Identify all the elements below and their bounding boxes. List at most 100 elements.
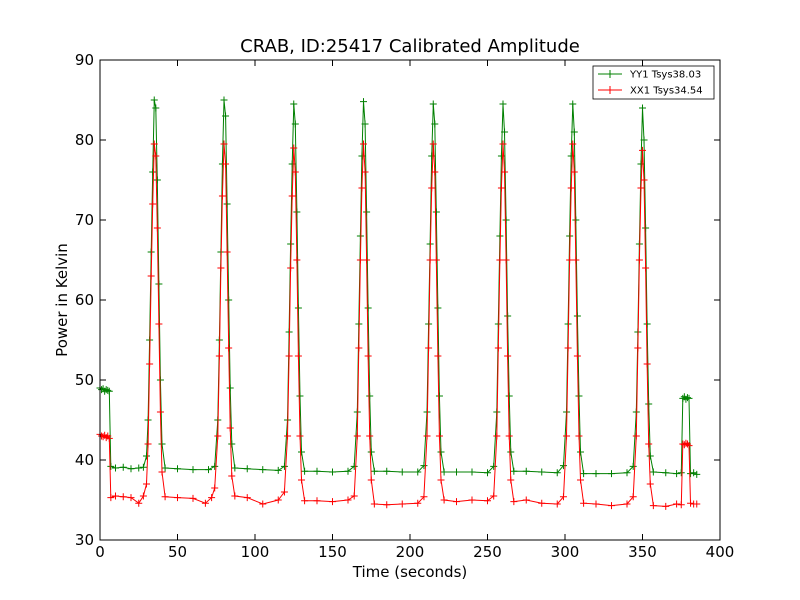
data-point-marker [119,493,127,501]
data-point-marker [502,256,510,264]
data-point-marker [290,144,298,152]
data-point-marker [135,499,143,507]
data-point-marker [99,433,107,441]
data-point-marker [143,452,150,460]
legend-box [592,65,715,100]
data-point-marker [662,502,670,510]
data-point-marker [370,467,378,475]
data-point-marker [150,140,158,148]
data-point-marker [420,493,428,501]
data-point-marker [174,494,181,502]
series-1 [96,96,701,478]
data-point-marker [363,208,371,216]
data-point-marker [572,216,580,224]
data-point-marker [592,470,600,478]
data-point-marker [228,440,236,448]
data-point-marker [432,256,440,264]
data-point-marker [538,468,546,476]
data-point-marker [174,465,181,473]
data-point-marker [693,500,701,508]
data-point-marker [344,496,352,504]
data-point-marker [563,432,571,440]
plot-frame [99,59,721,541]
data-point-marker [484,469,491,477]
legend-entry-xx1: XX1 Tsys34.54 [598,86,703,97]
data-point-marker [682,395,690,403]
data-point-marker [291,168,299,176]
legend: YY1 Tsys38.03 XX1 Tsys34.54 [592,65,715,100]
data-point-marker [673,470,681,478]
data-point-marker [564,344,572,352]
data-point-marker [435,432,443,440]
data-point-marker [112,492,119,500]
data-point-marker [642,224,650,232]
data-point-marker [580,470,588,478]
legend-label-xx1: XX1 Tsys34.54 [630,86,703,97]
data-point-marker [360,98,367,106]
data-point-marker [156,408,164,416]
data-point-marker [440,496,448,504]
data-point-marker [358,184,366,192]
data-point-marker [226,384,234,392]
data-point-marker [570,168,578,176]
data-point-marker [329,498,336,506]
data-point-marker [293,208,301,216]
x-tick-label: 200 [396,543,425,561]
x-tick-label: 50 [168,543,187,561]
data-point-marker [553,500,561,508]
data-point-marker [414,468,422,476]
data-point-marker [484,497,491,505]
data-point-marker [301,467,309,475]
legend-marker-yy1 [606,70,614,78]
data-point-marker [350,462,358,470]
data-point-marker [280,462,288,470]
data-point-marker [432,208,440,216]
data-point-marker [223,200,231,208]
data-point-marker [434,304,442,312]
data-point-marker [139,463,147,471]
data-point-marker [293,256,301,264]
data-point-marker [608,470,615,478]
data-point-marker [217,264,225,272]
data-point-marker [355,344,363,352]
data-point-marker [687,470,695,478]
data-point-marker [215,352,223,360]
data-point-marker [361,120,369,128]
data-point-marker [298,476,305,484]
data-point-marker [158,468,166,476]
data-point-marker [496,256,504,264]
data-point-marker [104,386,112,394]
data-point-marker [468,468,476,476]
data-point-marker [102,386,110,394]
data-point-marker [156,376,164,384]
data-point-marker [288,192,296,200]
y-tick-label: 40 [75,451,94,469]
x-tick-label: 400 [706,543,735,561]
data-point-marker [149,200,157,208]
y-tick-label: 30 [75,531,94,549]
data-point-marker [437,476,445,484]
data-point-marker [366,392,374,400]
data-point-marker [683,440,691,448]
data-point-marker [296,392,304,400]
data-point-marker [693,470,701,478]
data-point-marker [429,140,437,148]
data-point-marker [569,100,577,108]
y-tick-label: 90 [75,51,94,69]
data-point-marker [220,96,228,104]
data-point-marker [575,392,583,400]
data-point-marker [662,469,670,477]
data-point-marker [228,472,236,480]
data-point-marker [107,494,115,502]
data-point-marker [629,493,637,501]
data-point-marker [398,500,406,508]
data-point-marker [420,462,428,470]
data-point-marker [367,476,375,484]
data-point-marker [158,440,166,448]
data-point-marker [290,100,298,108]
data-point-marker [649,502,657,510]
data-point-marker [220,140,228,148]
data-point-marker [573,352,581,360]
data-point-marker [431,168,439,176]
data-point-marker [370,500,378,508]
